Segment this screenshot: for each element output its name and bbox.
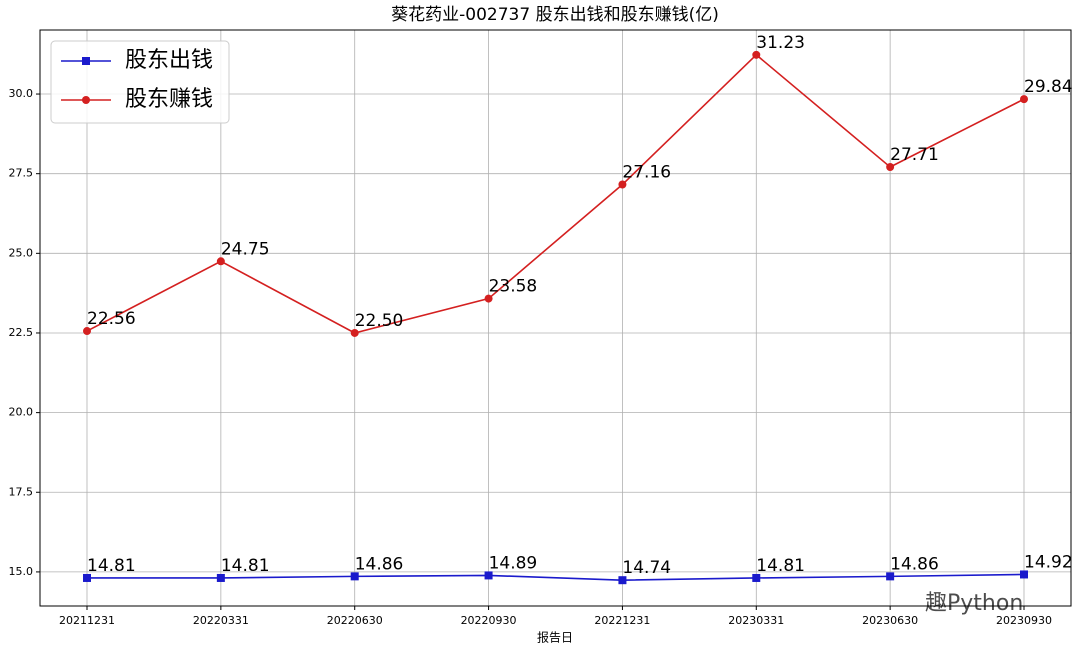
y-tick-label: 25.0 xyxy=(9,246,34,259)
value-label: 22.56 xyxy=(87,309,136,329)
y-tick-label: 17.5 xyxy=(9,485,34,498)
value-label: 14.74 xyxy=(622,558,671,578)
point xyxy=(1020,570,1028,579)
x-tick-label: 20230331 xyxy=(728,614,784,627)
x-tick-label: 20230630 xyxy=(862,614,918,627)
value-label: 31.23 xyxy=(756,33,805,53)
value-label: 14.89 xyxy=(489,553,538,573)
value-label: 23.58 xyxy=(489,277,538,297)
point xyxy=(618,576,627,585)
point xyxy=(216,257,225,266)
y-tick-label: 27.5 xyxy=(9,167,34,180)
y-tick-label: 15.0 xyxy=(9,565,34,578)
value-label: 14.81 xyxy=(87,556,136,576)
point xyxy=(484,571,493,580)
point xyxy=(350,572,359,581)
point xyxy=(484,294,493,303)
value-label: 14.81 xyxy=(221,556,270,576)
plot-frame xyxy=(39,29,1072,607)
point xyxy=(350,328,359,337)
y-tick-label: 22.5 xyxy=(9,326,34,339)
point xyxy=(618,180,627,189)
x-tick-label: 20230930 xyxy=(996,614,1052,627)
point xyxy=(752,50,761,59)
x-tick-label: 20221231 xyxy=(594,614,650,627)
value-label: 14.81 xyxy=(756,556,805,576)
point xyxy=(752,573,761,582)
value-label: 27.71 xyxy=(890,145,939,165)
x-tick-label: 20220630 xyxy=(327,614,383,627)
y-tick-label: 30.0 xyxy=(9,87,34,100)
value-label: 14.86 xyxy=(355,554,404,574)
legend-label: 股东赚钱 xyxy=(125,87,213,112)
chart-title: 葵花药业-002737 股东出钱和股东赚钱(亿) xyxy=(391,5,719,25)
point xyxy=(82,96,90,104)
point xyxy=(83,573,91,582)
point xyxy=(83,327,91,336)
point xyxy=(886,572,895,581)
watermark: 趣Python xyxy=(925,591,1023,616)
x-tick-label: 20211231 xyxy=(59,614,115,627)
value-label: 22.50 xyxy=(355,311,404,331)
legend-label: 股东出钱 xyxy=(125,48,213,73)
series-line xyxy=(87,573,1025,581)
point xyxy=(886,162,895,171)
value-label: 14.86 xyxy=(890,554,939,574)
x-axis-label: 报告日 xyxy=(537,630,573,645)
value-label: 27.16 xyxy=(622,163,671,183)
x-tick-label: 20220331 xyxy=(193,614,249,627)
value-label: 24.75 xyxy=(221,239,270,259)
y-tick-label: 20.0 xyxy=(9,406,34,419)
point xyxy=(82,57,90,65)
series-line xyxy=(86,53,1025,334)
x-tick-label: 20220930 xyxy=(461,614,517,627)
point xyxy=(216,573,225,582)
value-label: 29.84 xyxy=(1024,77,1073,97)
value-label: 14.92 xyxy=(1024,552,1073,572)
point xyxy=(1020,95,1028,104)
